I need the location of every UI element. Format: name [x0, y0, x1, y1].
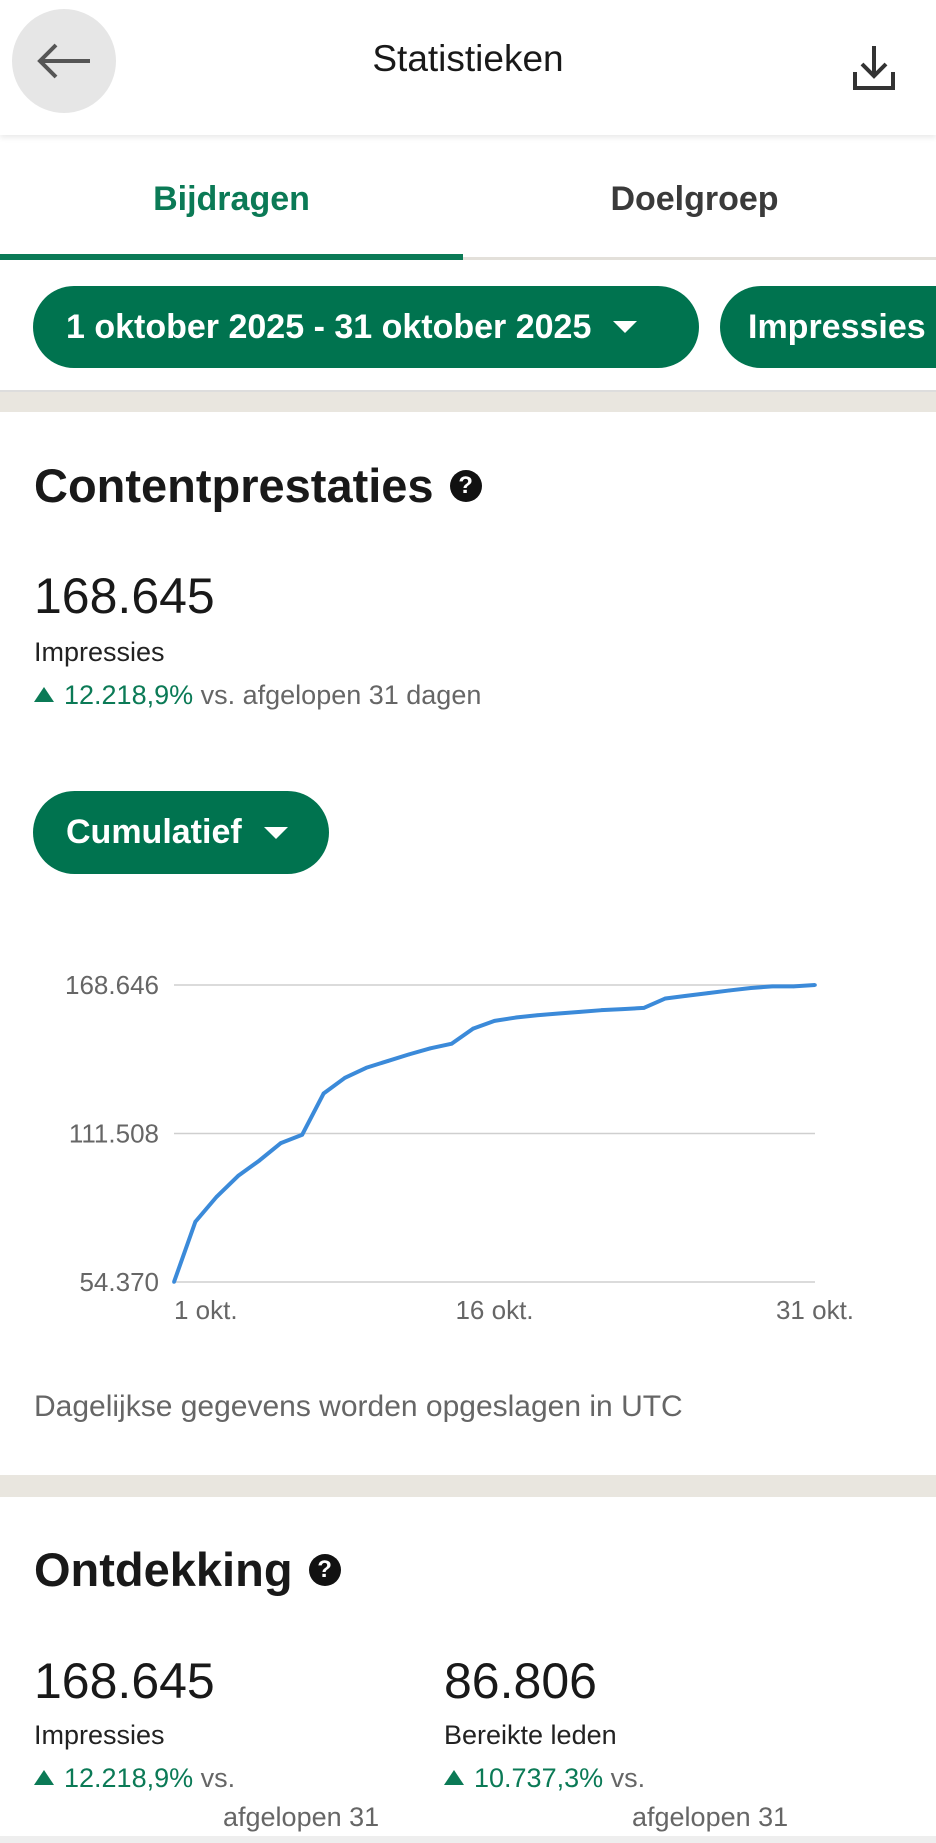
data-point — [514, 1015, 518, 1020]
change-suffix: afgelopen 31 — [223, 1802, 380, 1832]
tab-bar: Bijdragen Doelgroep — [0, 135, 936, 260]
page-title: Statistieken — [372, 38, 564, 79]
impressions-chart: 168.646 111.508 54.370 1 okt. 16 okt. 31 okt. — [65, 970, 854, 1325]
data-point — [364, 1065, 369, 1070]
triangle-up-icon — [34, 1770, 54, 1785]
bottom-divider — [0, 1836, 936, 1843]
help-icon[interactable]: ? — [308, 1553, 341, 1586]
data-point — [749, 986, 753, 990]
y-tick-label: 111.508 — [69, 1119, 159, 1149]
section-divider — [0, 390, 936, 412]
data-point — [556, 1011, 561, 1016]
caret-down-icon — [263, 826, 288, 839]
change-indicator: 12.218,9% vs. — [34, 1763, 235, 1794]
data-point — [663, 996, 668, 1001]
section-title: Ontdekking? — [34, 1542, 341, 1597]
data-point — [343, 1076, 347, 1080]
data-point — [214, 1194, 219, 1199]
data-point — [813, 983, 817, 987]
content-title: Contentprestaties — [34, 459, 434, 512]
data-point — [193, 1219, 198, 1224]
back-button[interactable] — [12, 9, 116, 113]
triangle-up-icon — [34, 687, 54, 702]
arrow-left-icon — [37, 43, 90, 79]
data-point — [449, 1041, 454, 1046]
change-suffix: afgelopen 31 — [632, 1802, 789, 1832]
data-point — [471, 1026, 475, 1031]
impressions-value: 168.645 — [34, 568, 215, 624]
data-point — [321, 1091, 326, 1096]
tab-doelgroep[interactable]: Doelgroep — [610, 180, 779, 218]
data-point — [599, 1008, 604, 1012]
utc-footnote: Dagelijkse gegevens worden opgeslagen in… — [34, 1390, 683, 1423]
metric-label: Impressies — [748, 307, 926, 346]
data-point — [642, 1006, 646, 1010]
data-point — [257, 1158, 262, 1163]
change-indicator: 12.218,9% vs. afgelopen 31 dagen — [34, 680, 481, 711]
data-point — [770, 984, 775, 989]
data-point — [172, 1280, 176, 1284]
caret-down-icon — [613, 321, 638, 333]
data-point — [791, 984, 796, 989]
y-tick-label: 54.370 — [79, 1267, 159, 1297]
cumulative-dropdown[interactable]: Cumulatief — [33, 791, 329, 874]
data-point — [279, 1141, 283, 1145]
x-tick-label: 31 okt. — [776, 1295, 854, 1325]
data-point — [407, 1052, 411, 1057]
data-point — [578, 1010, 582, 1014]
metric-value: 86.806 — [444, 1653, 597, 1709]
data-point — [385, 1059, 390, 1063]
metric-dropdown[interactable]: Impressies — [720, 286, 936, 368]
active-tab-indicator — [0, 254, 463, 260]
data-point — [236, 1174, 240, 1178]
x-tick-label: 16 okt. — [455, 1295, 533, 1325]
date-range-label: 1 oktober 2025 - 31 oktober 2025 — [66, 307, 592, 346]
metric-value: 168.645 — [34, 1653, 215, 1709]
date-range-dropdown[interactable]: 1 oktober 2025 - 31 oktober 2025 — [33, 286, 699, 368]
data-point — [300, 1132, 305, 1137]
tab-bijdragen[interactable]: Bijdragen — [153, 180, 310, 218]
section-title: Contentprestaties? — [34, 458, 482, 513]
help-icon[interactable]: ? — [449, 469, 482, 502]
section-divider — [0, 1475, 936, 1497]
data-point — [535, 1013, 540, 1018]
y-tick-label: 168.646 — [65, 970, 159, 1000]
data-point — [492, 1019, 497, 1023]
x-tick-label: 1 okt. — [174, 1295, 238, 1325]
data-point — [428, 1046, 433, 1051]
triangle-up-icon — [444, 1770, 464, 1785]
metric-label: Impressies — [34, 1720, 165, 1750]
data-point — [727, 988, 732, 993]
data-point — [706, 991, 710, 995]
data-point — [620, 1007, 625, 1011]
top-app-bar: Statistieken — [0, 0, 936, 135]
impressions-label: Impressies — [34, 637, 165, 667]
data-point — [685, 993, 689, 998]
change-indicator: 10.737,3% vs. — [444, 1763, 645, 1794]
download-icon[interactable] — [850, 42, 898, 92]
metric-label: Bereikte leden — [444, 1720, 617, 1750]
